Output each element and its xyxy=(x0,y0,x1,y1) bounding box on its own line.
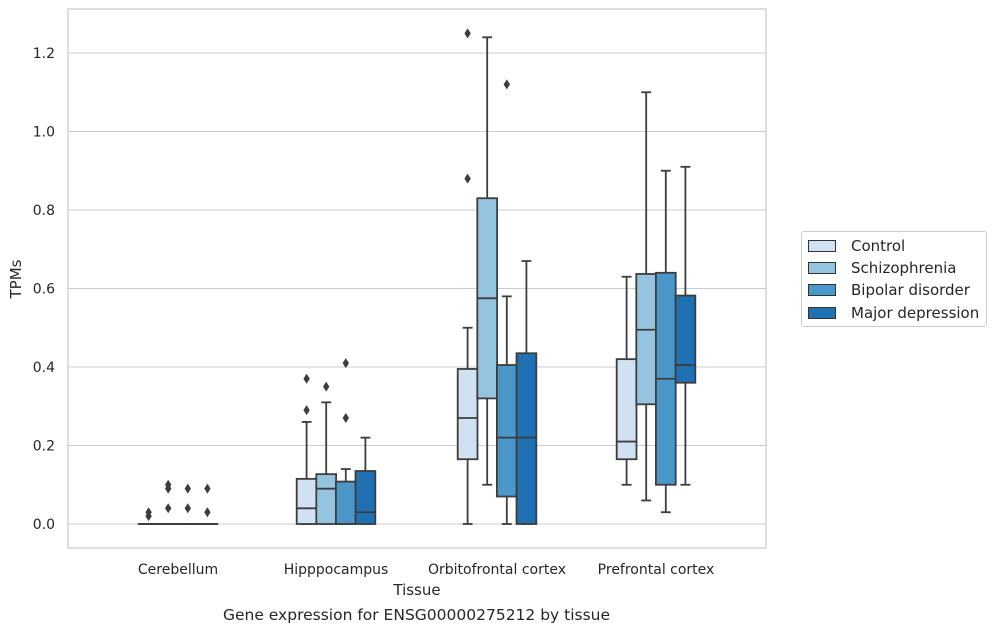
box-major-depression-prefrontal-cortex xyxy=(674,165,697,486)
outlier-point xyxy=(464,173,471,184)
legend-swatch-major-depression xyxy=(808,307,836,319)
outlier-point xyxy=(204,483,211,494)
legend-label-bipolar-disorder: Bipolar disorder xyxy=(851,281,970,299)
legend-item-schizophrenia: Schizophrenia xyxy=(808,259,956,277)
legend-item-bipolar-disorder: Bipolar disorder xyxy=(808,281,970,299)
y-tick-label: 0.2 xyxy=(33,439,55,455)
box-major-depression-hipppocampus xyxy=(354,436,377,525)
outlier-point xyxy=(204,507,211,518)
box-control-orbitofrontal-cortex xyxy=(456,28,479,525)
box-iqr xyxy=(495,364,518,498)
outlier-point xyxy=(165,479,172,490)
axes-frame xyxy=(67,8,767,549)
outlier-point xyxy=(303,373,310,384)
outlier-point xyxy=(464,28,471,39)
y-tick-label: 0.4 xyxy=(33,360,55,376)
box-iqr xyxy=(635,273,657,406)
outlier-point xyxy=(323,381,330,392)
outlier-point xyxy=(145,507,152,518)
x-tick-label: Orbitofrontal cortex xyxy=(428,562,566,578)
x-axis-title: Tissue xyxy=(392,581,440,599)
outlier-point xyxy=(342,413,349,424)
outlier-point xyxy=(165,503,172,514)
box-schizophrenia-cerebellum xyxy=(157,479,180,525)
y-tick-label: 1.2 xyxy=(33,46,55,62)
figure-caption: Gene expression for ENSG00000275212 by t… xyxy=(222,606,611,624)
y-axis-title: TPMs xyxy=(7,259,25,299)
y-tick-label: 0.8 xyxy=(33,203,55,219)
box-schizophrenia-prefrontal-cortex xyxy=(635,91,657,502)
y-tick-label: 0.6 xyxy=(33,282,55,298)
box-iqr xyxy=(674,294,697,384)
box-control-prefrontal-cortex xyxy=(615,275,638,486)
outlier-point xyxy=(303,405,310,416)
legend-label-schizophrenia: Schizophrenia xyxy=(851,259,957,277)
box-iqr xyxy=(456,368,479,461)
outlier-point xyxy=(184,503,191,514)
axes: 0.0 0.2 0.4 0.6 0.8 1.0 1.2 Cerebellum Hipppocam… xyxy=(33,8,767,578)
legend-label-control: Control xyxy=(851,237,906,255)
box-bipolar-disorder-cerebellum xyxy=(176,483,199,525)
outlier-point xyxy=(184,483,191,494)
box-iqr xyxy=(315,473,337,525)
box-bipolar-disorder-orbitofrontal-cortex xyxy=(495,79,518,525)
box-iqr xyxy=(354,470,377,525)
box-control-cerebellum xyxy=(137,507,160,525)
outlier-point xyxy=(503,79,510,90)
box-iqr xyxy=(615,358,638,461)
legend-swatch-control xyxy=(808,240,836,252)
legend-item-control: Control xyxy=(808,237,905,255)
x-tick-label: Cerebellum xyxy=(138,562,218,578)
legend-swatch-schizophrenia xyxy=(808,262,836,274)
box-major-depression-orbitofrontal-cortex xyxy=(515,260,538,525)
y-tick-label: 0.0 xyxy=(33,517,55,533)
y-tick-label: 1.0 xyxy=(33,125,55,141)
legend-item-major-depression: Major depression xyxy=(808,304,979,322)
box-major-depression-cerebellum xyxy=(196,483,219,525)
box-bipolar-disorder-hipppocampus xyxy=(334,358,357,525)
box-bipolar-disorder-prefrontal-cortex xyxy=(655,169,677,514)
legend-swatch-bipolar-disorder xyxy=(808,284,836,296)
box-schizophrenia-orbitofrontal-cortex xyxy=(476,36,498,486)
box-iqr xyxy=(334,480,357,525)
box-iqr xyxy=(295,477,318,525)
x-tick-label: Prefrontal cortex xyxy=(598,562,715,578)
box-control-hipppocampus xyxy=(295,373,318,525)
legend-label-major-depression: Major depression xyxy=(851,304,980,322)
x-tick-label: Hipppocampus xyxy=(284,562,389,578)
legend: Control Schizophrenia Bipolar disorder M… xyxy=(801,231,987,327)
gridlines xyxy=(68,52,766,525)
box-iqr xyxy=(515,352,538,525)
outlier-point xyxy=(342,358,349,369)
plot-area xyxy=(137,28,697,525)
box-schizophrenia-hipppocampus xyxy=(315,381,337,525)
